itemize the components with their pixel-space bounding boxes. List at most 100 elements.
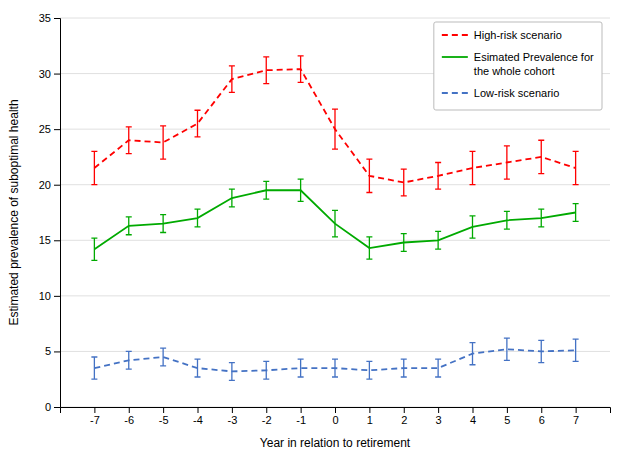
error-bar [435,359,441,377]
tick: 25 [39,123,60,135]
error-bar [91,238,97,260]
tick-label: -4 [193,414,203,426]
tick-mark [129,407,130,413]
tick: -6 [124,407,134,426]
error-bar [401,359,407,377]
series [91,179,578,260]
legend-label: Esimated Prevalence forthe whole cohort [474,51,594,77]
error-bar [504,211,510,229]
tick-mark [54,185,60,186]
tick-mark [54,74,60,75]
tick-mark [576,407,577,413]
error-bar [470,151,476,184]
tick-label: -6 [124,414,134,426]
tick-label: -3 [227,414,237,426]
error-bar [298,359,304,377]
tick-label: 3 [436,414,442,426]
tick-label: 30 [39,68,51,80]
error-bar [332,359,338,377]
tick-mark [266,407,267,413]
tick-mark [54,240,60,241]
tick-label: -1 [296,414,306,426]
tick-mark [54,129,60,130]
error-bar [435,162,441,189]
grid-line [60,240,610,241]
chart: -7-6-5-4-3-2-10123456705101520253035Year… [0,0,628,459]
tick-label: 0 [45,401,51,413]
error-bar [573,151,579,184]
error-bar [160,215,166,233]
tick: -4 [193,407,203,426]
axis-line [54,19,61,408]
grid-line [60,184,610,185]
tick-label: 5 [504,414,510,426]
legend-label-line: Esimated Prevalence for [474,51,594,63]
legend-label: Low-risk scenario [474,87,560,99]
tick-mark [94,407,95,413]
tick-mark [404,407,405,413]
error-bar [366,237,372,259]
tick-mark [541,407,542,413]
error-bar [91,357,97,379]
error-bar [332,109,338,149]
error-bar [573,339,579,361]
tick: 30 [39,68,60,80]
tick-mark [232,407,233,413]
legend-swatch [442,56,468,58]
tick-label: 2 [401,414,407,426]
tick-mark [54,351,60,352]
series [91,338,578,380]
error-bar [126,351,132,369]
legend-item: High-risk scenario [442,29,562,41]
tick: 20 [39,179,60,191]
error-bar [263,181,269,199]
tick-label: 15 [39,234,51,246]
error-bar [538,140,544,173]
tick-label: -5 [159,414,169,426]
tick: 6 [539,407,545,426]
error-bar [504,146,510,179]
error-bar [401,169,407,196]
tick-label: 4 [470,414,476,426]
tick: 0 [45,401,60,413]
tick: 7 [573,407,579,426]
tick-label: 7 [573,414,579,426]
tick-label: 10 [39,290,51,302]
error-bar [195,110,201,137]
tick: 15 [39,234,60,246]
error-bar [229,189,235,207]
error-bar [160,348,166,366]
tick-mark [54,296,60,297]
legend-box [434,22,602,110]
error-bar [160,126,166,159]
tick: -5 [159,407,169,426]
tick-label: 25 [39,123,51,135]
legend-label: High-risk scenario [474,29,562,41]
grid [60,18,610,407]
error-bar [91,151,97,184]
tick-mark [473,407,474,413]
y-axis: 05101520253035 [39,12,61,413]
error-bar [366,159,372,192]
tick-label: 0 [332,414,338,426]
tick: 5 [504,407,510,426]
error-bar [229,363,235,381]
tick-label: 1 [367,414,373,426]
tick-label: -7 [90,414,100,426]
error-bar [263,57,269,84]
legend-item: Esimated Prevalence forthe whole cohort [442,51,594,77]
error-bar [573,204,579,222]
tick: -7 [90,407,100,426]
tick: -2 [262,407,272,426]
error-bar [263,361,269,379]
legend-item: Low-risk scenario [442,87,560,99]
tick-mark [54,407,60,408]
error-bar [504,338,510,360]
tick: 1 [367,407,373,426]
axis-line [61,408,611,414]
error-bar [470,216,476,238]
grid-line [60,295,610,296]
series [91,56,578,196]
tick-label: -2 [262,414,272,426]
error-bar [332,210,338,237]
